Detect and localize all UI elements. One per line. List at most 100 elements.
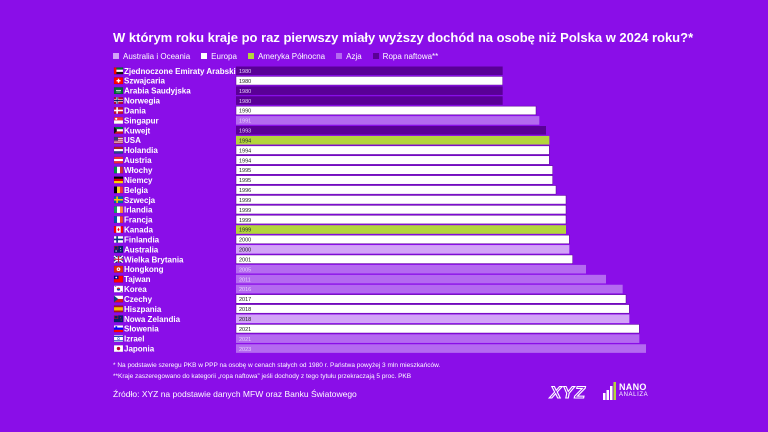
bar (235, 175, 553, 185)
legend-swatch (372, 53, 379, 59)
category-label: Szwajcaria (124, 77, 165, 86)
bar (235, 105, 537, 116)
category-label: Australia (124, 245, 159, 254)
belgium-flag-icon (113, 186, 124, 194)
category-label: Arabia Saudyjska (124, 87, 191, 96)
uae-flag-icon (113, 67, 124, 75)
legend-swatch (336, 53, 343, 59)
legend-swatch (201, 53, 208, 59)
bar-value-label: 2000 (239, 238, 251, 244)
spain-flag-icon (113, 305, 124, 313)
bar-logo-icon (603, 382, 616, 400)
bar (235, 165, 553, 175)
switzerland-flag-icon (113, 77, 124, 85)
czechia-flag-icon (113, 295, 124, 303)
bar (236, 225, 566, 234)
bar-value-label: 2001 (239, 257, 251, 263)
bar (236, 344, 646, 353)
category-label: USA (124, 136, 141, 145)
bar-value-label: 1999 (239, 228, 251, 234)
bar (236, 274, 606, 284)
denmark-flag-icon (113, 107, 124, 114)
bar (235, 215, 567, 225)
bar-value-label: 1994 (239, 158, 251, 164)
sweden-flag-icon (113, 196, 124, 204)
category-label: Finlandia (124, 235, 160, 244)
bar (236, 126, 546, 135)
kuwait-flag-icon (113, 126, 124, 134)
category-label: Singapur (124, 116, 159, 125)
bar-value-label: 1980 (239, 79, 251, 85)
bar (236, 66, 503, 76)
legend-label: Ropa naftowa** (382, 51, 439, 61)
bar (236, 116, 540, 125)
category-label: Szwecja (124, 196, 156, 205)
category-label: Hongkong (124, 265, 164, 274)
bar-value-label: 2021 (239, 337, 251, 343)
bar-value-label: 2000 (239, 248, 251, 254)
xyz-logo: XYZ (538, 382, 598, 402)
ireland-flag-icon (113, 206, 124, 214)
category-label: Norwegia (124, 97, 161, 106)
bar (235, 294, 627, 304)
legend-swatch (113, 53, 119, 59)
category-label: Nowa Zelandia (124, 315, 181, 324)
category-label: Włochy (124, 166, 153, 175)
bar-value-label: 1994 (239, 138, 251, 144)
bar-value-label: 1980 (239, 89, 251, 95)
bar (236, 245, 570, 254)
category-label: Kanada (124, 226, 153, 235)
hong-kong-flag-icon (113, 265, 124, 273)
bar (236, 284, 623, 294)
uk-flag-icon (113, 255, 124, 264)
usa-flag-icon (113, 136, 124, 144)
japan-flag-icon (113, 345, 124, 353)
legend-item: Europa (201, 52, 237, 61)
france-flag-icon (113, 216, 124, 224)
bar-value-label: 2016 (239, 287, 251, 293)
footnote-methodology: * Na podstawie szeregu PKB w PPP na osob… (113, 362, 441, 369)
category-label: Holandia (124, 146, 158, 155)
category-label: Wielka Brytania (124, 255, 184, 264)
austria-flag-icon (113, 156, 124, 164)
bar-value-label: 1996 (239, 188, 251, 194)
norway-flag-icon (113, 97, 124, 105)
new-zealand-flag-icon (113, 315, 124, 323)
category-label: Irlandia (124, 206, 153, 215)
category-label: Izrael (124, 335, 144, 344)
category-label: Austria (124, 156, 152, 165)
bar (235, 324, 640, 334)
bar-value-label: 1999 (239, 198, 251, 204)
bar-value-label: 2017 (239, 297, 251, 303)
bar (236, 334, 640, 343)
legend-label: Ameryka Północna (257, 51, 326, 61)
australia-flag-icon (113, 245, 124, 253)
nano-analiza-logo: NANO ANALIZA (603, 381, 658, 401)
bar (236, 264, 586, 274)
bar (235, 234, 570, 244)
bar (236, 86, 503, 95)
category-label: Francja (124, 216, 153, 225)
category-label: Belgia (124, 186, 149, 195)
bar-value-label: 2011 (239, 277, 251, 283)
bar-value-label: 2018 (239, 307, 251, 313)
italy-flag-icon (113, 166, 124, 174)
legend-item: Australia i Oceania (113, 52, 190, 61)
bar (235, 254, 573, 264)
bar (236, 135, 550, 145)
bar-value-label: 1995 (239, 178, 251, 184)
bar-value-label: 1990 (239, 109, 251, 115)
south-korea-flag-icon (113, 285, 124, 293)
bar-value-label: 1999 (239, 218, 251, 224)
legend-swatch (247, 53, 254, 59)
bar-value-label: 2005 (239, 267, 251, 273)
xyz-logo-text: XYZ (549, 383, 586, 400)
germany-flag-icon (113, 176, 124, 184)
category-label: Kuwejt (124, 126, 151, 135)
category-label: Zjednoczone Emiraty Arabskie (124, 67, 241, 76)
bar-value-label: 1999 (239, 208, 251, 214)
bar (235, 155, 550, 165)
analiza-logo-text: ANALIZA (619, 392, 649, 398)
category-label: Japonia (124, 345, 155, 354)
category-label: Korea (124, 285, 147, 294)
